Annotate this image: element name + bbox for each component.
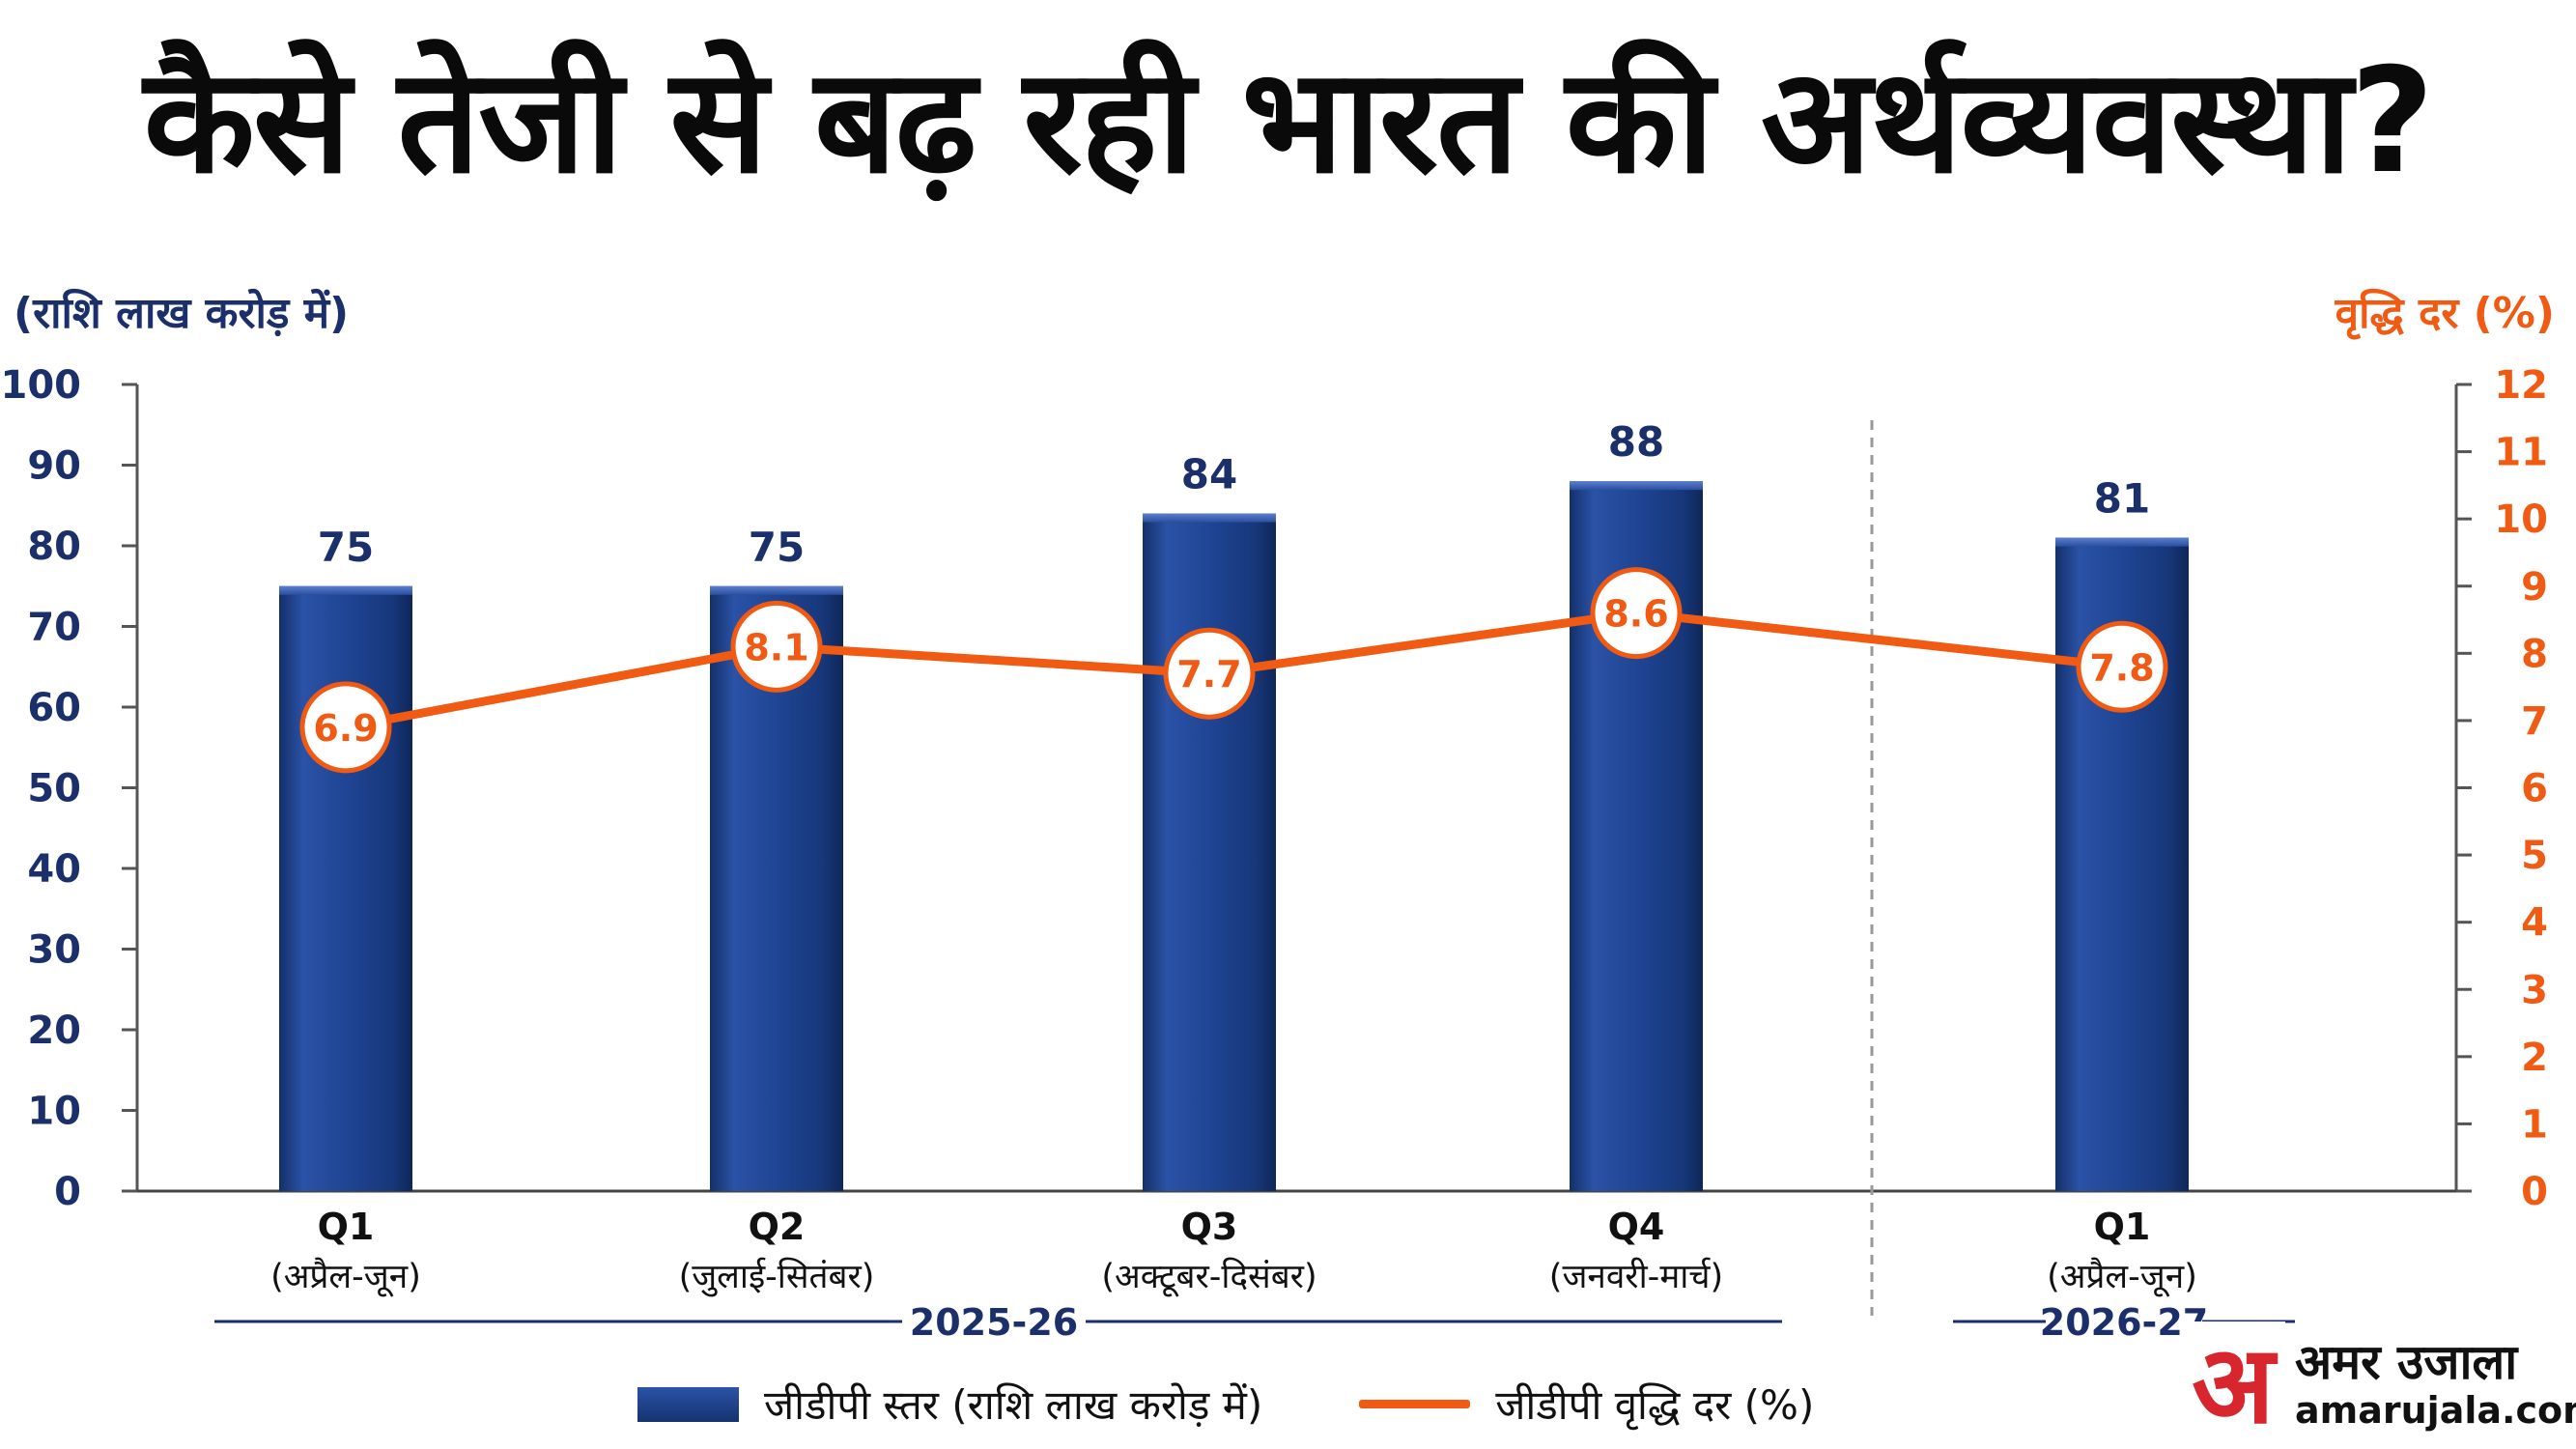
left-tick-label: 50: [27, 767, 81, 811]
right-tick-label: 7: [2521, 699, 2548, 744]
right-tick-label: 9: [2521, 565, 2548, 610]
category-months-label: (अप्रैल-जून): [270, 1257, 421, 1297]
right-tick-label: 2: [2521, 1036, 2548, 1080]
amar-ujala-url: amarujala.com: [2295, 1389, 2576, 1432]
left-axis-ticks: 0 10 20 30 40 50 60 70 80 90 100: [1, 363, 137, 1214]
gdp-bar: [279, 585, 412, 1191]
growth-rate-value-label: 7.7: [1176, 653, 1241, 696]
gdp-bar-top: [710, 585, 843, 595]
right-tick-label: 1: [2521, 1102, 2548, 1147]
gdp-bar-top: [2055, 537, 2189, 547]
left-tick-label: 10: [27, 1090, 81, 1134]
legend-item-growth-rate: जीडीपी वृद्धि दर (%): [1359, 1377, 1814, 1432]
category-months-label: (अक्टूबर-दिसंबर): [1101, 1257, 1316, 1297]
left-tick-label: 60: [27, 686, 81, 730]
category-quarter-label: Q3: [1181, 1206, 1238, 1248]
legend-line-swatch: [1359, 1400, 1471, 1408]
growth-rate-marker: [1163, 627, 1256, 720]
growth-rate-marker: [730, 600, 823, 693]
category-quarter-label: Q2: [749, 1206, 806, 1248]
category-quarter-label: Q1: [2094, 1206, 2151, 1248]
gdp-bar-value-label: 75: [318, 524, 374, 571]
amar-ujala-logo-mark: अ: [2181, 1321, 2285, 1445]
growth-rate-marker: [2076, 620, 2168, 713]
page-title: कैसे तेजी से बढ़ रही भारत की अर्थव्यवस्थ…: [143, 38, 2435, 206]
right-tick-label: 0: [2521, 1170, 2548, 1214]
category-months-label: (जनवरी-मार्च): [1549, 1257, 1723, 1296]
growth-rate-value-label: 7.8: [2089, 646, 2154, 689]
gdp-bar-top: [279, 585, 412, 595]
right-tick-label: 6: [2521, 767, 2548, 811]
svg-text:अ: अ: [2192, 1322, 2278, 1445]
legend-label-growth-rate: जीडीपी वृद्धि दर (%): [1495, 1381, 1815, 1429]
left-axis-unit-label: (राशि लाख करोड़ में): [14, 289, 350, 338]
fiscal-year-label: 2025-26: [910, 1301, 1078, 1344]
gdp-bar-value-labels: 75 75 84 88 81: [318, 418, 2150, 571]
legend-bar-swatch: [637, 1386, 739, 1422]
category-months-label: (जुलाई-सितंबर): [679, 1257, 875, 1297]
amar-ujala-logo: अ अमर उजाला amarujala.com: [2181, 1321, 2576, 1445]
right-tick-label: 4: [2521, 901, 2548, 946]
growth-rate-value-label: 6.9: [313, 707, 378, 750]
left-tick-label: 30: [27, 928, 81, 973]
left-tick-label: 70: [27, 606, 81, 650]
growth-rate-line: 6.9 8.1 7.7 8.6 7.8: [299, 567, 2168, 774]
x-axis-category-labels: Q1 (अप्रैल-जून) Q2 (जुलाई-सितंबर) Q3 (अक्टूबर…: [270, 1206, 2197, 1297]
growth-rate-marker: [1590, 567, 1683, 660]
left-tick-label: 40: [27, 847, 81, 892]
amar-ujala-wordmark: अमर उजाला: [2295, 1334, 2518, 1390]
right-tick-label: 12: [2494, 363, 2548, 408]
gdp-bar: [1143, 513, 1276, 1191]
right-axis-unit-label: वृद्धि दर (%): [2335, 289, 2555, 338]
growth-rate-value-label: 8.1: [744, 626, 808, 668]
gdp-bar-value-label: 88: [1608, 418, 1664, 466]
gdp-bar-value-label: 75: [749, 524, 805, 571]
gdp-bar-top: [1143, 513, 1276, 523]
category-quarter-label: Q4: [1608, 1206, 1665, 1248]
right-tick-label: 10: [2494, 497, 2548, 542]
legend-item-gdp-level: जीडीपी स्तर (राशि लाख करोड़ में): [637, 1377, 1262, 1432]
left-tick-label: 100: [1, 363, 82, 408]
category-quarter-label: Q1: [318, 1206, 375, 1248]
right-tick-label: 11: [2494, 431, 2548, 475]
right-tick-label: 5: [2521, 834, 2548, 878]
left-tick-label: 0: [54, 1170, 81, 1214]
right-tick-label: 8: [2521, 632, 2548, 676]
gdp-bar-top: [1570, 481, 1703, 491]
chart-legend: जीडीपी स्तर (राशि लाख करोड़ में) जीडीपी …: [637, 1377, 1911, 1432]
gdp-bar-value-label: 81: [2094, 475, 2150, 523]
category-months-label: (अप्रैल-जून): [2047, 1257, 2197, 1297]
fiscal-year-groups: 2025-26 2026-27: [214, 1301, 2295, 1344]
gdp-bars: [279, 481, 2189, 1191]
right-tick-label: 3: [2521, 968, 2548, 1012]
fiscal-year-label: 2026-27: [2040, 1301, 2208, 1344]
left-tick-label: 80: [27, 525, 81, 569]
growth-rate-marker: [299, 681, 392, 774]
left-tick-label: 20: [27, 1009, 81, 1053]
growth-rate-value-label: 8.6: [1603, 593, 1668, 636]
legend-label-gdp-level: जीडीपी स्तर (राशि लाख करोड़ में): [764, 1381, 1263, 1429]
gdp-bar-value-label: 84: [1181, 451, 1237, 498]
left-tick-label: 90: [27, 444, 81, 489]
